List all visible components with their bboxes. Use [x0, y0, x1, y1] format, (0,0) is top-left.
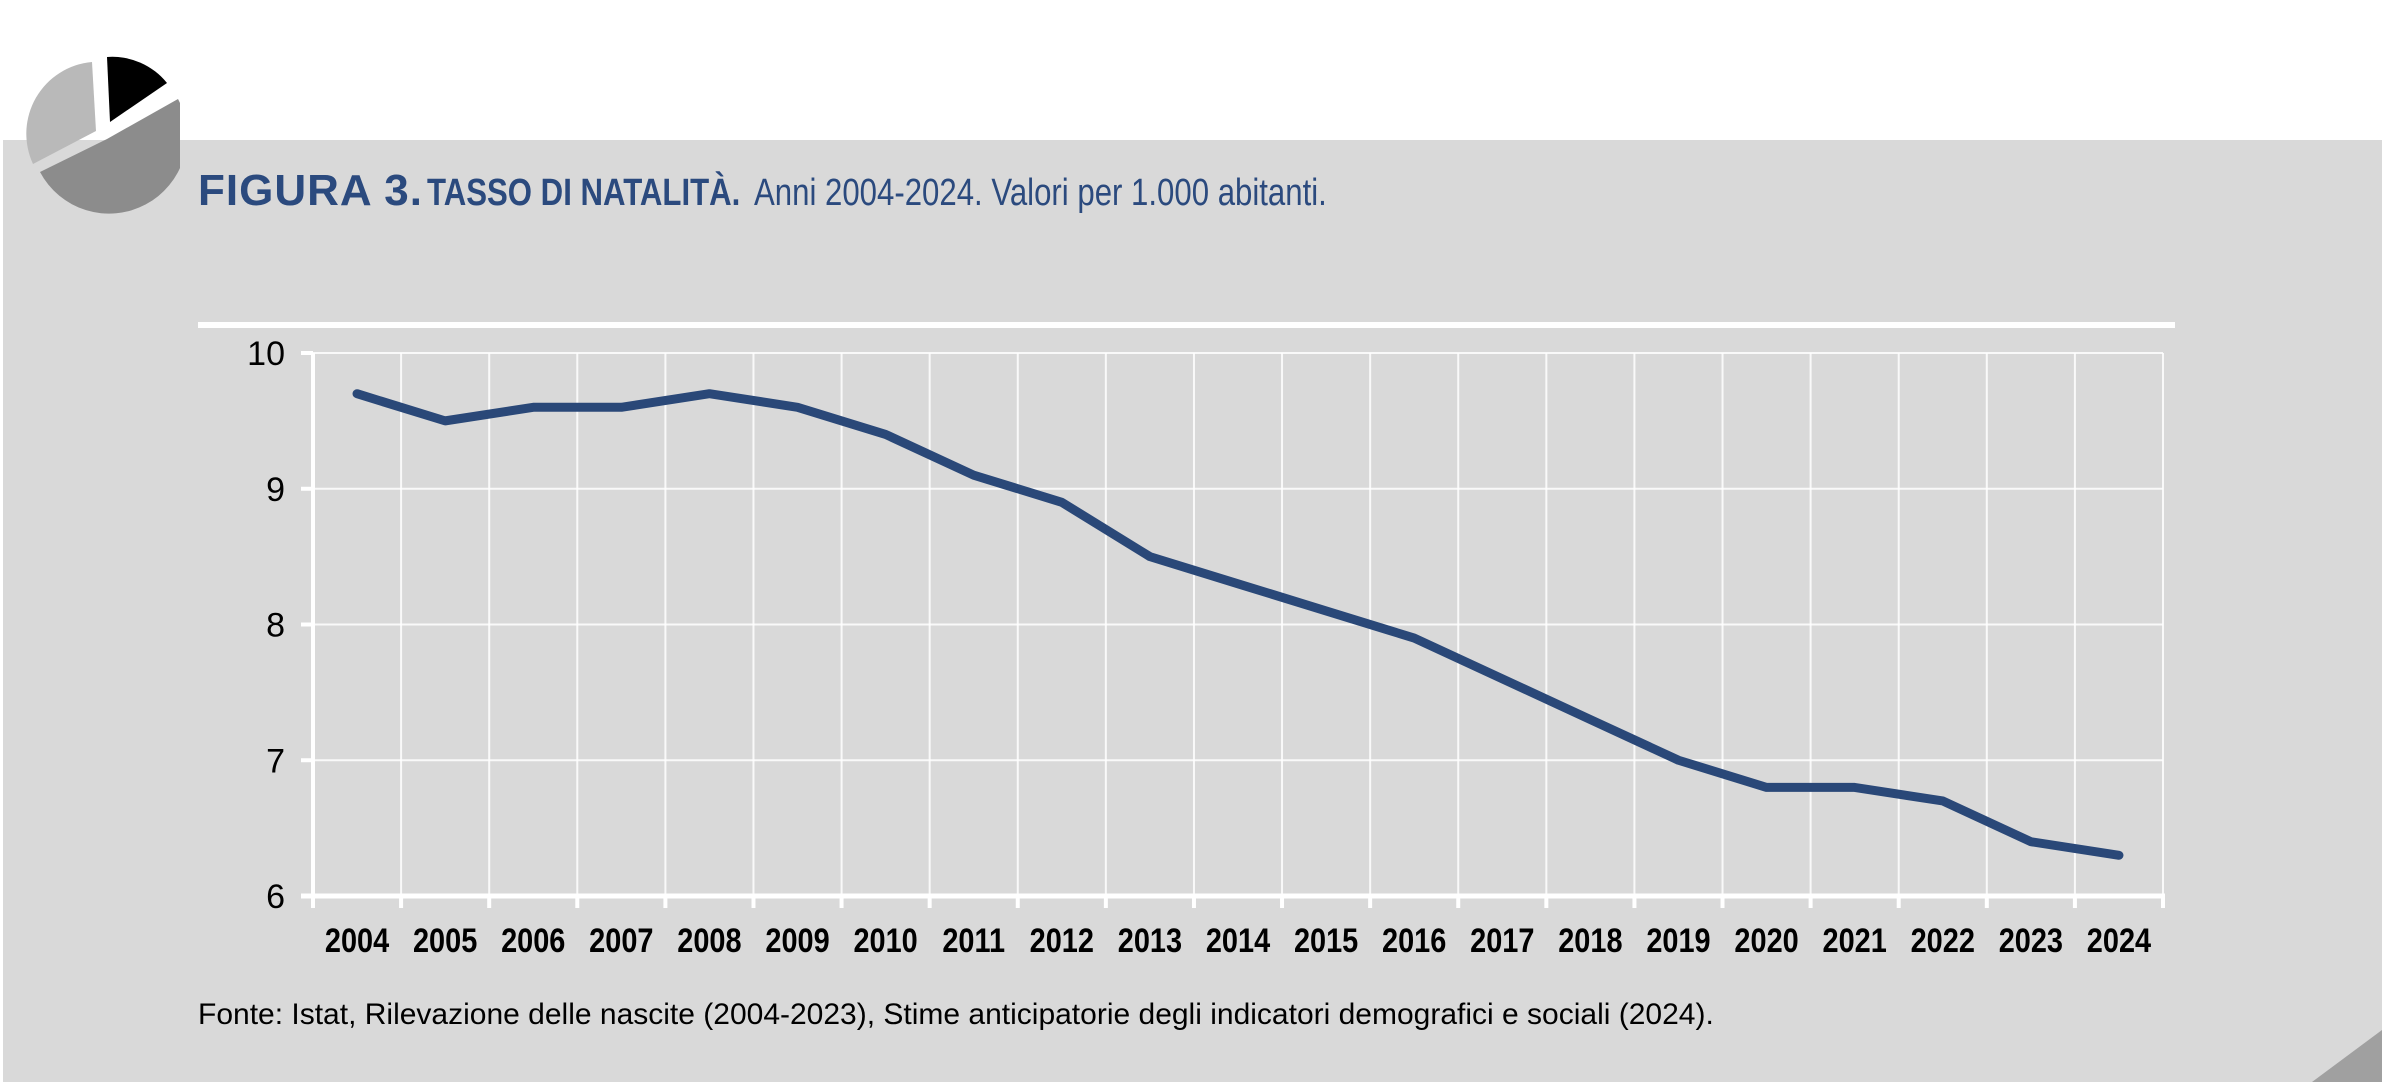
x-tick-label: 2017: [1470, 921, 1534, 960]
x-tick-label: 2010: [853, 921, 917, 960]
x-tick-label: 2014: [1206, 921, 1271, 960]
data-point: [1325, 609, 1328, 612]
data-point: [444, 419, 447, 422]
y-tick-label: 9: [266, 471, 285, 509]
pie-chart-icon: [26, 56, 180, 214]
data-point: [884, 433, 887, 436]
x-tick-label: 2023: [1999, 921, 2063, 960]
data-point: [1589, 718, 1592, 721]
page-corner-fold: [2312, 1030, 2382, 1082]
y-tick-label: 6: [266, 878, 285, 916]
x-tick-label: 2004: [325, 921, 390, 960]
figure-title: FIGURA 3. TASSO DI NATALITÀ. Anni 2004-2…: [198, 166, 1453, 216]
data-point: [1853, 786, 1856, 789]
grid: [313, 352, 2164, 897]
x-tick-labels: 2004 2005 2006 2007 2008 2009 2010 2011 2012 2013…: [325, 921, 2152, 960]
x-tick-label: 2020: [1734, 921, 1798, 960]
data-point: [1677, 759, 1680, 762]
data-point: [796, 406, 799, 409]
x-tick-label: 2022: [1911, 921, 1975, 960]
x-tick-label: 2012: [1030, 921, 1094, 960]
y-tick-label: 7: [266, 742, 285, 780]
x-tick-label: 2018: [1558, 921, 1622, 960]
data-point: [1060, 501, 1063, 504]
x-tick-label: 2005: [413, 921, 477, 960]
x-tick-label: 2011: [942, 921, 1005, 960]
pie-slice-black: [107, 56, 167, 122]
x-tick-label: 2006: [501, 921, 565, 960]
title-rule: [198, 322, 2175, 328]
data-point: [620, 406, 623, 409]
y-tick-label: 8: [266, 607, 285, 645]
data-point: [2029, 840, 2032, 843]
data-point: [1148, 555, 1151, 558]
x-tick-label: 2015: [1294, 921, 1358, 960]
data-point: [1413, 637, 1416, 640]
source-note: Fonte: Istat, Rilevazione delle nascite …: [198, 998, 1714, 1031]
axes: [301, 351, 2165, 908]
y-tick-labels: 6 7 8 9 10: [247, 335, 285, 916]
x-tick-label: 2016: [1382, 921, 1446, 960]
x-tick-label: 2013: [1118, 921, 1182, 960]
data-point: [1501, 677, 1504, 680]
pie-slice-dark: [40, 99, 180, 214]
x-tick-label: 2007: [589, 921, 653, 960]
data-point: [1765, 786, 1768, 789]
data-point: [1941, 799, 1944, 802]
data-point: [356, 392, 359, 395]
figure-panel: [3, 140, 2382, 1082]
figure-label: FIGURA 3.: [198, 166, 423, 215]
y-tick-label: 10: [247, 335, 285, 373]
data-point: [532, 406, 535, 409]
x-tick-label: 2024: [2087, 921, 2152, 960]
series: [352, 389, 2124, 860]
x-tick-label: 2021: [1823, 921, 1887, 960]
data-point: [708, 392, 711, 395]
x-tick-label: 2019: [1646, 921, 1710, 960]
figure-subtitle: Anni 2004-2024. Valori per 1.000 abitant…: [753, 172, 1327, 214]
x-tick-label: 2009: [765, 921, 829, 960]
data-point: [1237, 582, 1239, 585]
data-point: [972, 474, 975, 477]
x-tick-label: 2008: [677, 921, 741, 960]
figure-name: TASSO DI NATALITÀ.: [427, 172, 741, 214]
data-point: [2117, 854, 2120, 857]
pie-slice-light: [26, 62, 97, 164]
